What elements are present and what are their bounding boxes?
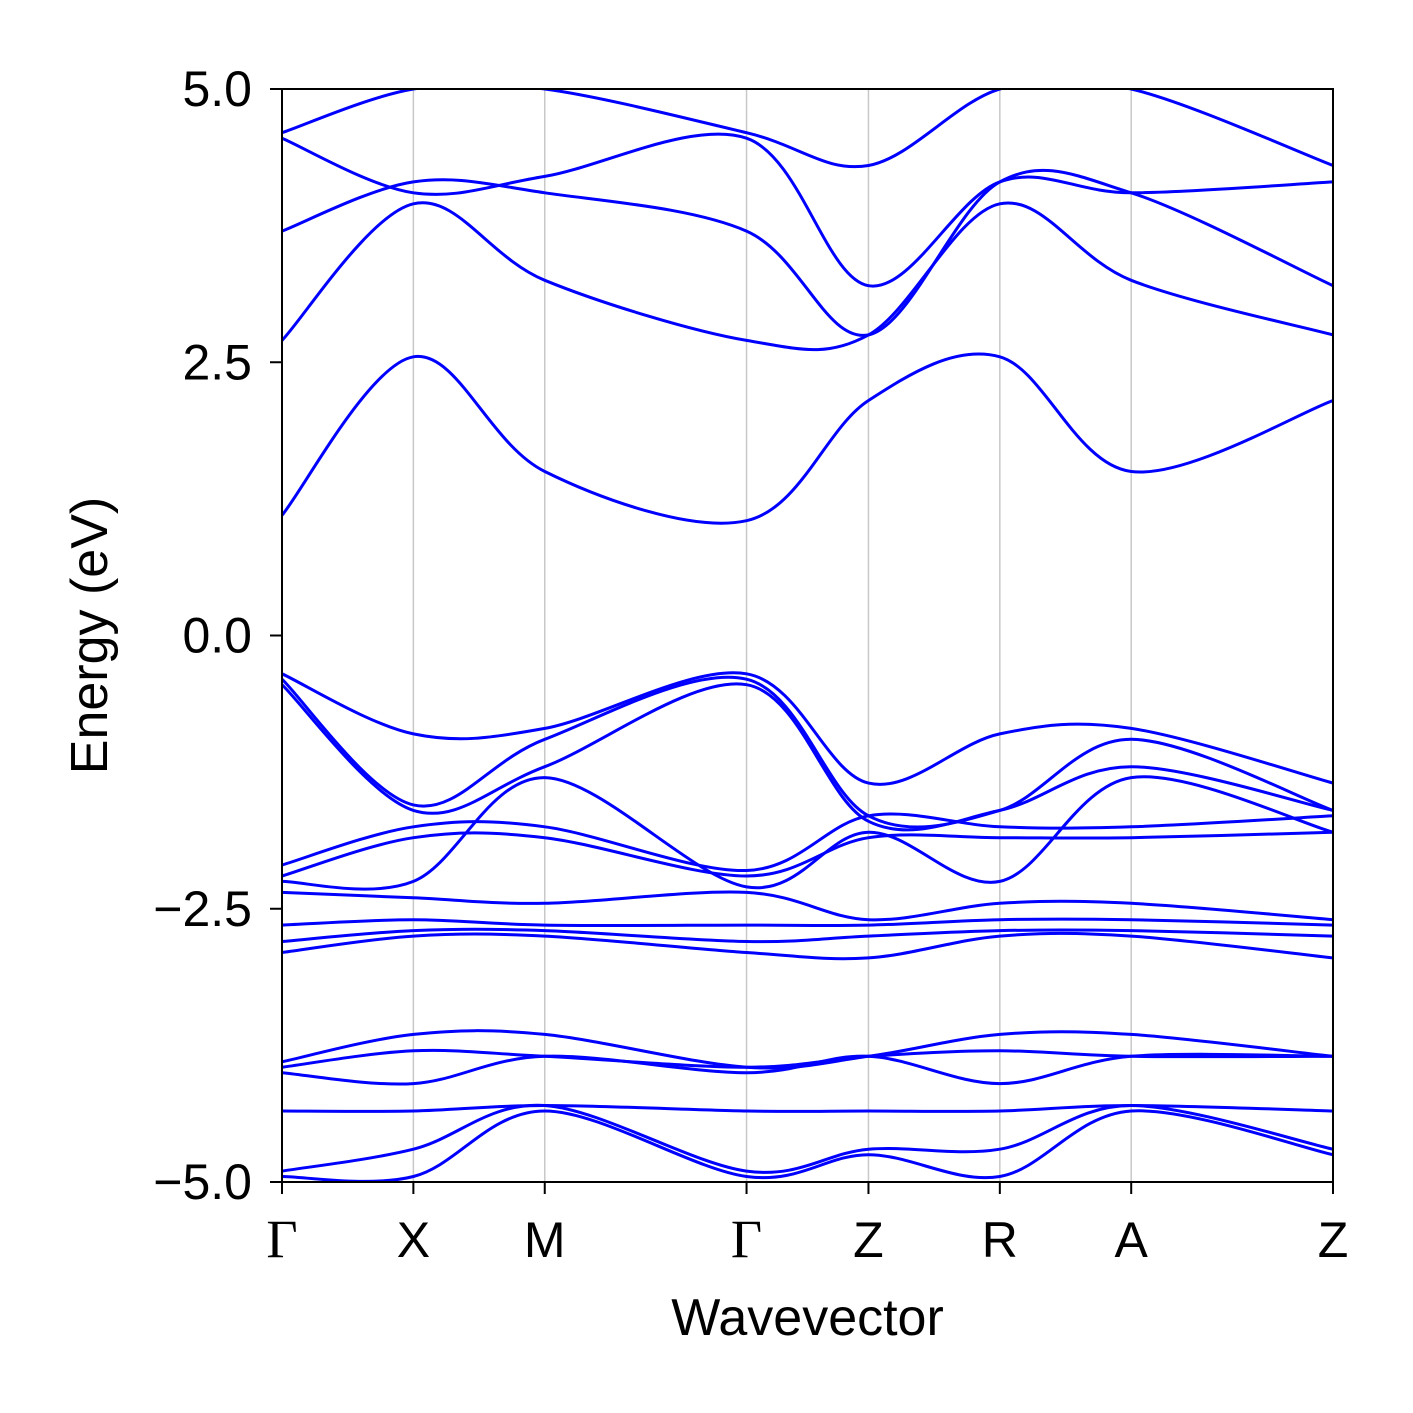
band-line <box>282 201 1333 352</box>
y-tick-label: 2.5 <box>182 334 252 390</box>
x-tick-label: Z <box>853 1212 884 1268</box>
y-tick-label: −5.0 <box>153 1154 252 1210</box>
x-tick-label: Γ <box>266 1209 297 1269</box>
x-tick-label: M <box>524 1212 566 1268</box>
band-line <box>282 917 1333 928</box>
y-tick-label: 0.0 <box>182 608 252 664</box>
band-line <box>282 671 1333 786</box>
band-line <box>282 931 1333 961</box>
band-line <box>282 1103 1333 1174</box>
x-tick-label: Γ <box>731 1209 762 1269</box>
band-line <box>282 89 1333 169</box>
band-line <box>282 775 1333 891</box>
x-tick-label: R <box>982 1212 1018 1268</box>
band-line <box>282 682 1333 832</box>
y-tick-label: −2.5 <box>153 881 252 937</box>
band-line <box>282 352 1333 525</box>
plot-frame <box>281 88 1334 1183</box>
band-line <box>282 927 1333 944</box>
band-line <box>282 675 1333 829</box>
y-axis-ticks: −5.0 −2.5 0.0 2.5 5.0 <box>153 61 282 1210</box>
band-line <box>282 830 1333 878</box>
band-lines <box>282 89 1333 1182</box>
y-tick-label: 5.0 <box>182 61 252 117</box>
x-axis-label: Wavevector <box>671 1289 944 1347</box>
band-line <box>282 132 1333 288</box>
vertical-grid <box>412 89 1132 1182</box>
x-tick-label: Z <box>1318 1212 1349 1268</box>
band-line <box>282 812 1333 873</box>
x-tick-label: X <box>397 1212 430 1268</box>
y-axis-label: Energy (eV) <box>61 497 119 774</box>
x-tick-label: A <box>1115 1212 1149 1268</box>
band-line <box>282 890 1333 922</box>
band-line <box>282 1052 1333 1086</box>
band-line <box>282 1109 1333 1182</box>
